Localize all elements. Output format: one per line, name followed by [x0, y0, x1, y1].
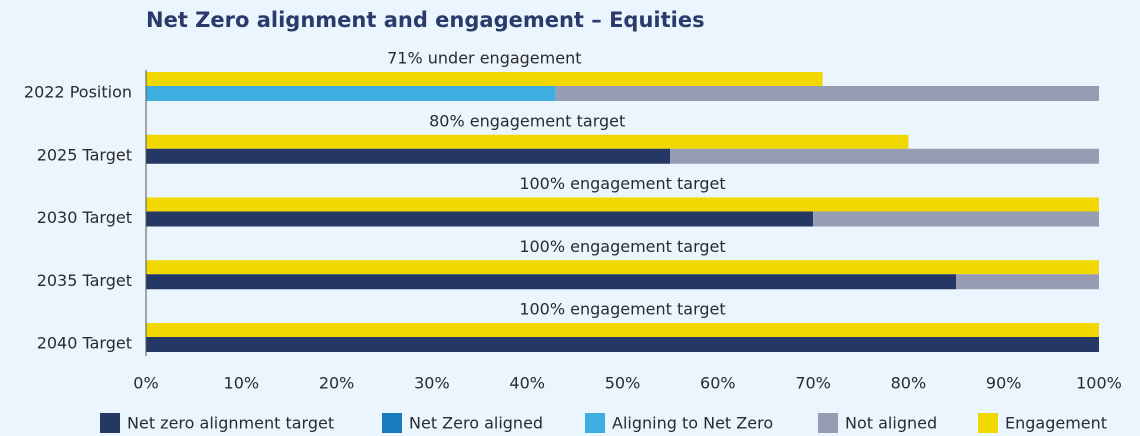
legend-label: Aligning to Net Zero — [612, 414, 773, 433]
legend-label: Not aligned — [845, 414, 937, 433]
x-tick-label: 100% — [1076, 374, 1122, 393]
engagement-bar — [146, 260, 1099, 275]
y-tick-label: 2035 Target — [37, 271, 132, 290]
stacked-bar — [146, 337, 1099, 352]
engagement-bar — [146, 72, 823, 86]
legend-swatch — [978, 413, 998, 433]
y-tick-label: 2022 Position — [24, 83, 132, 102]
x-tick-label: 50% — [605, 374, 641, 393]
engagement-bar — [146, 323, 1099, 337]
x-tick-label: 0% — [133, 374, 158, 393]
stacked-bar — [813, 211, 1099, 227]
stacked-bar — [146, 86, 556, 101]
stacked-bar — [670, 148, 1099, 164]
y-tick-label: 2030 Target — [37, 208, 132, 227]
y-tick-label: 2040 Target — [37, 334, 132, 353]
x-tick-label: 90% — [986, 374, 1022, 393]
legend-swatch — [100, 413, 120, 433]
x-tick-label: 20% — [319, 374, 355, 393]
annotation: 71% under engagement — [387, 49, 581, 68]
engagement-bar — [146, 197, 1099, 212]
stacked-bar — [956, 274, 1099, 290]
legend-label: Engagement — [1005, 414, 1107, 433]
legend-label: Net zero alignment target — [127, 414, 334, 433]
x-tick-label: 70% — [795, 374, 831, 393]
y-tick-label: 2025 Target — [37, 145, 132, 164]
x-tick-label: 40% — [509, 374, 545, 393]
x-tick-label: 60% — [700, 374, 736, 393]
annotation: 100% engagement target — [519, 300, 725, 319]
stacked-bar — [146, 274, 957, 290]
chart-title: Net Zero alignment and engagement – Equi… — [146, 8, 705, 32]
annotation: 100% engagement target — [519, 237, 725, 256]
legend-swatch — [585, 413, 605, 433]
stacked-bar — [146, 211, 814, 227]
annotation: 80% engagement target — [429, 111, 625, 130]
stacked-bar — [555, 86, 1099, 101]
stacked-bar — [146, 148, 671, 164]
legend-swatch — [818, 413, 838, 433]
annotation: 100% engagement target — [519, 174, 725, 193]
legend-label: Net Zero aligned — [409, 414, 543, 433]
x-tick-label: 80% — [891, 374, 927, 393]
x-tick-label: 10% — [224, 374, 260, 393]
engagement-bar — [146, 134, 909, 149]
legend-swatch — [382, 413, 402, 433]
x-tick-label: 30% — [414, 374, 450, 393]
